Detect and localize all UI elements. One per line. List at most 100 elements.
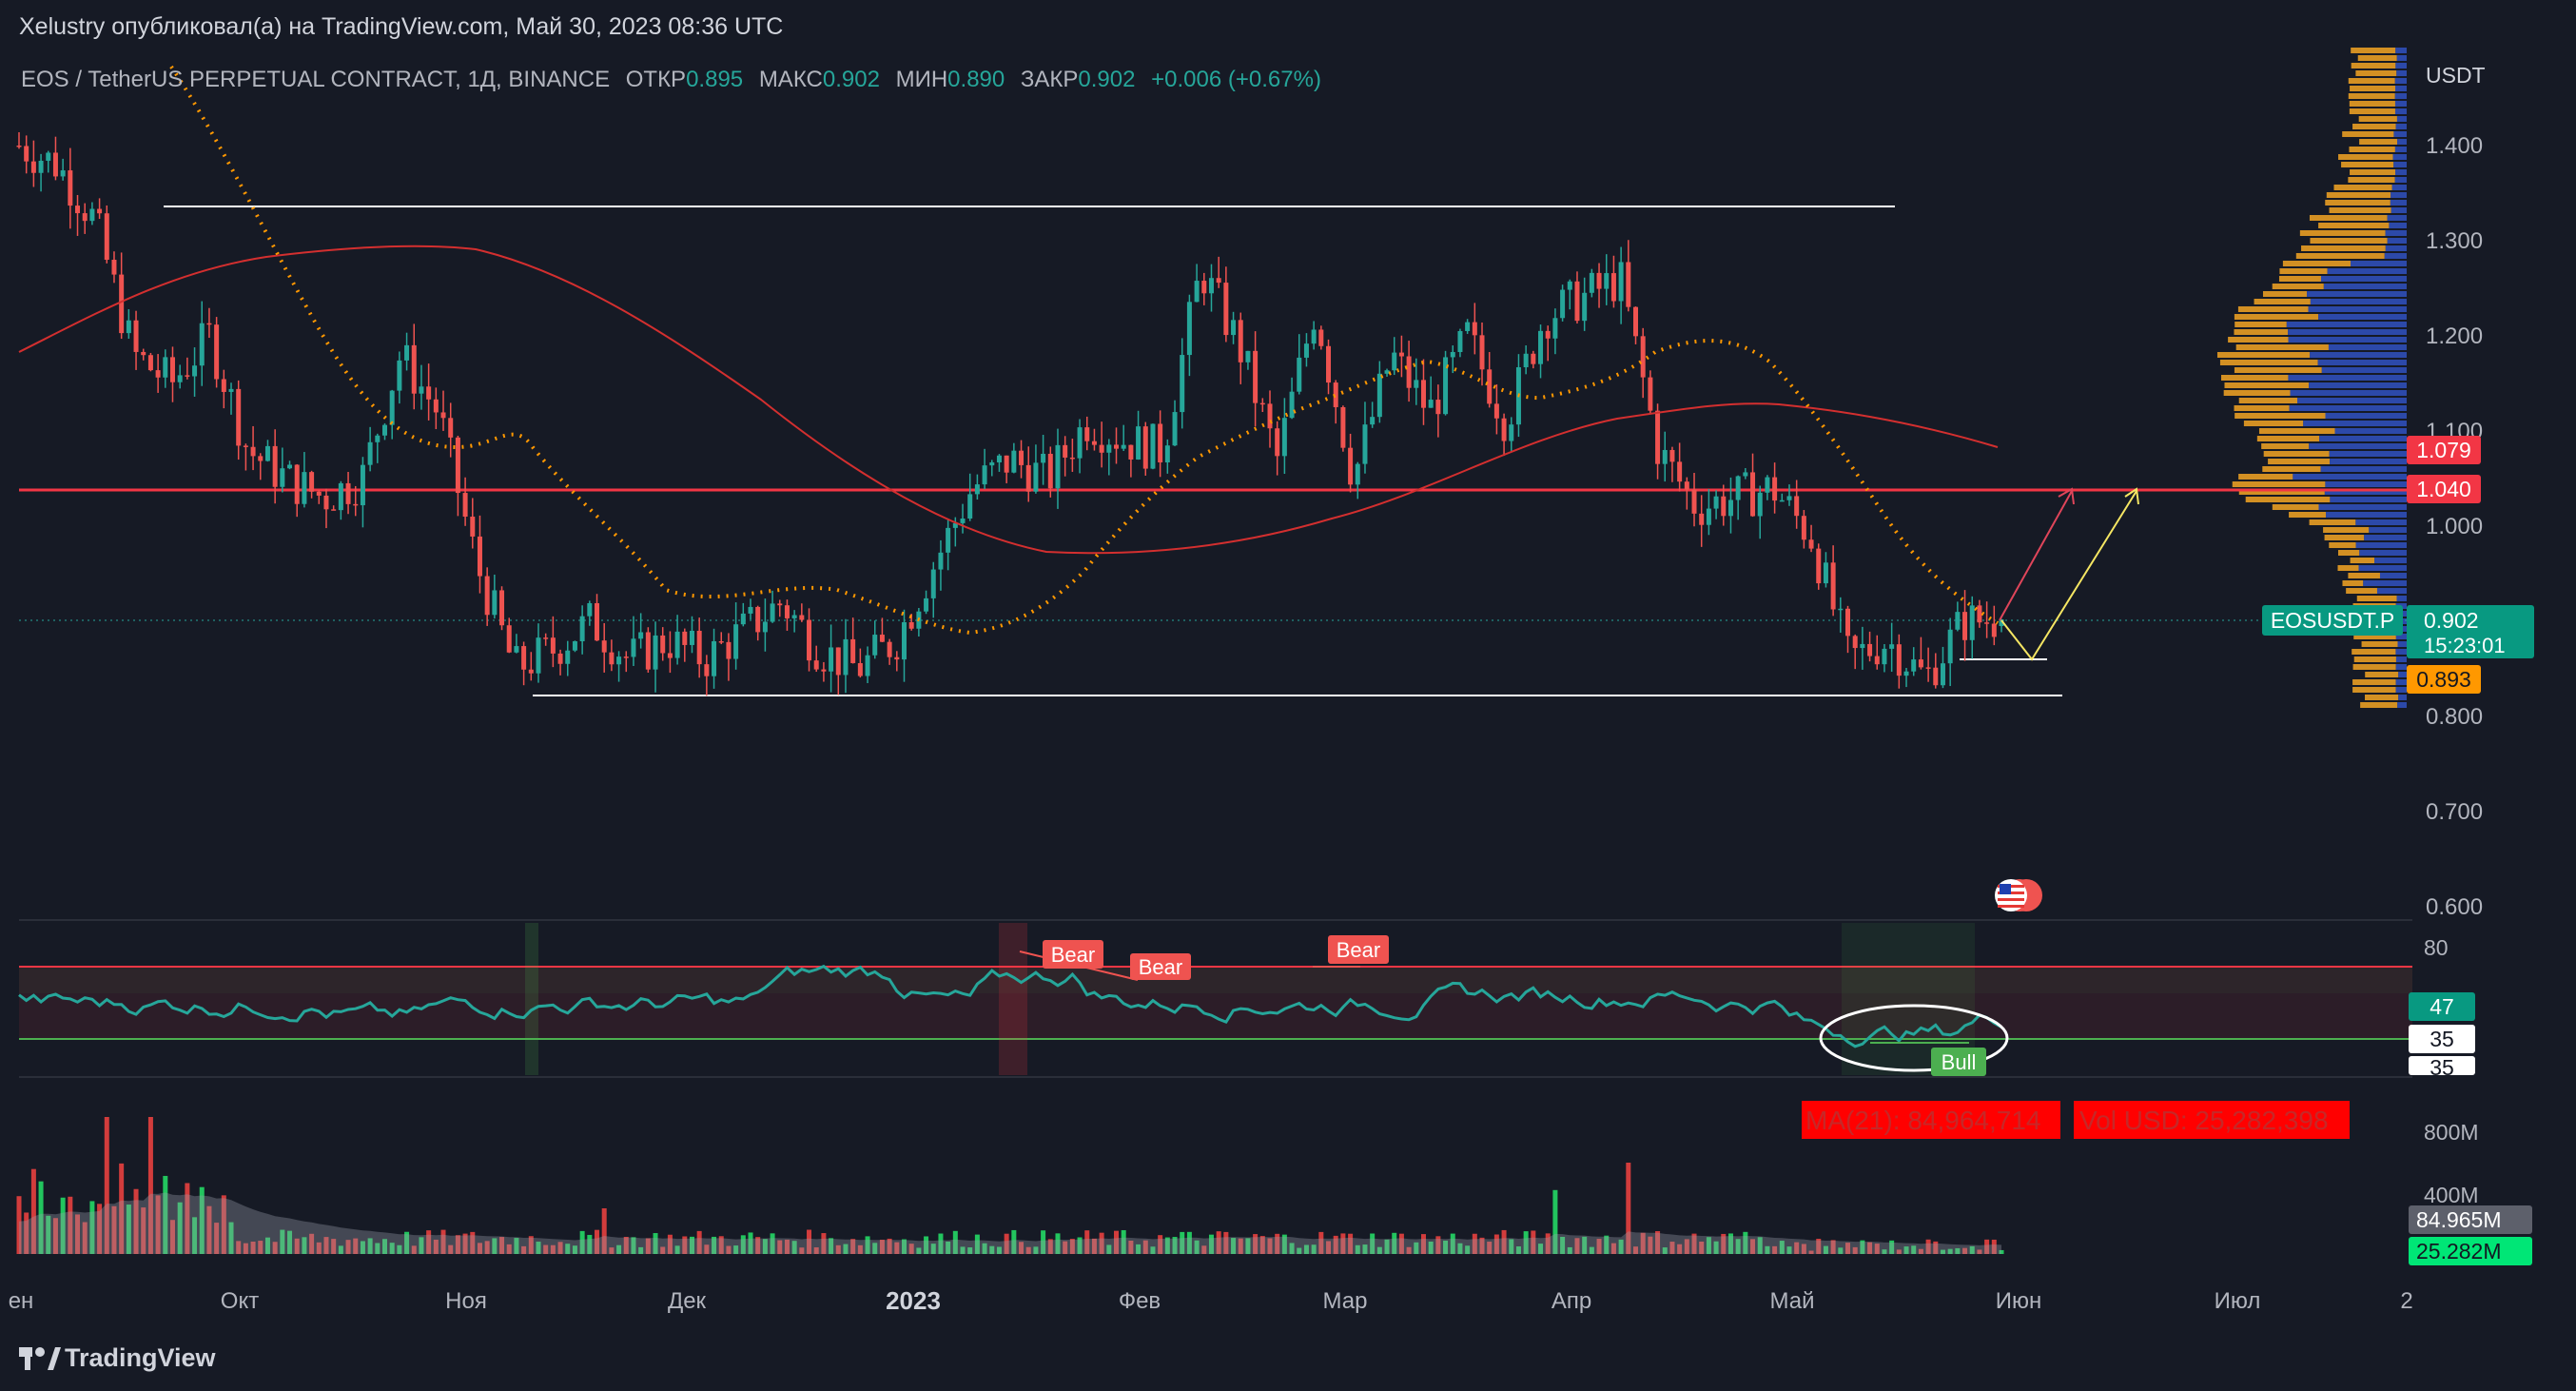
volume-bar [1311,1244,1317,1254]
vprofile-bar-orange [2358,116,2397,122]
volume-bar [967,1247,973,1254]
bull-tag[interactable] [1931,1048,1986,1076]
candle-body [1172,412,1178,446]
bear-tag-3[interactable] [1328,935,1389,964]
vprofile-bar-blue [2330,497,2407,502]
candle-body [1648,377,1653,411]
volume-bar [1933,1241,1939,1254]
candle-body [60,170,66,177]
vprofile-bar-blue [2394,93,2407,99]
vol-value-tag [2409,1237,2532,1265]
vprofile-bar-orange [2299,230,2386,236]
vprofile-bar-blue [2397,139,2407,145]
candle-body [1552,318,1558,339]
tradingview-logo-icon[interactable] [19,1347,61,1370]
candle-body [1808,539,1814,549]
candle-body [206,323,212,325]
candle-body [1414,380,1419,388]
projection-yellow [2000,490,2137,661]
volume-bar [1610,1243,1616,1254]
volume-bar [133,1188,139,1254]
vprofile-bar-orange [2350,86,2396,91]
symbol-legend[interactable]: EOS / TetherUS PERPETUAL CONTRACT, 1Д, B… [21,67,1321,93]
vprofile-bar-blue [2307,291,2407,297]
volume-bar [163,1175,168,1254]
candle-body [908,621,914,629]
candle-body [1903,671,1909,676]
volume-bar [1348,1233,1354,1254]
volume-bar [1392,1232,1397,1254]
volume-bar [1691,1233,1697,1254]
vprofile-bar-blue [2395,649,2407,655]
vprofile-bar-blue [2319,436,2407,441]
candle-body [477,536,482,577]
candle-body [1384,370,1390,374]
us-flag-icon[interactable] [1995,879,2042,911]
vprofile-bar-blue [2397,641,2407,647]
time-axis[interactable]: ен Окт Ноя Дек 2023 Фев Мар Апр Май Июн … [9,1286,2413,1315]
volume-bar [1121,1229,1126,1254]
vprofile-bar-orange [2353,634,2396,639]
volume-bar [155,1195,161,1254]
candle-body [1055,444,1061,489]
volume-bar [24,1212,29,1254]
vprofile-bar-blue [2392,154,2407,160]
volume-bar [1047,1239,1053,1254]
countdown-text: 15:23:01 [2424,634,2506,657]
projection-red [1999,490,2073,621]
volume-bar [514,1238,519,1254]
volume-bar [1238,1238,1243,1254]
volume-bar [924,1236,929,1254]
volume-bar [309,1233,315,1254]
vprofile-bar-orange [2352,664,2396,670]
candle-body [1180,355,1185,413]
candle-body [16,146,22,147]
price-axis-currency[interactable]: USDT [2426,63,2486,88]
price-tick: 1.400 [2426,133,2483,159]
vprofile-bar-orange [2234,314,2319,320]
volume-bar [982,1243,987,1254]
volume-bar [1830,1240,1836,1254]
projection-red-head [2058,487,2075,505]
volume-bar [360,1241,365,1254]
candle-body [345,482,351,504]
vprofile-bar-orange [2310,238,2388,244]
legend-symbol[interactable]: EOS / TetherUS PERPETUAL CONTRACT, 1Д, B… [21,67,611,92]
candle-body [484,576,490,616]
candle-body [192,365,198,377]
brand-name[interactable]: TradingView [65,1343,216,1372]
volume-bar [477,1243,482,1254]
vprofile-bar-blue [2369,527,2407,533]
time-tick-feb: Фев [1119,1288,1161,1314]
volume-bar [1303,1244,1309,1254]
vprofile-bar-orange [2337,550,2360,556]
candle-body [1392,352,1397,371]
volume-bar [1326,1241,1332,1254]
vprofile-bar-blue [2394,108,2407,114]
candle-body [1750,472,1756,517]
candle-body [1501,418,1507,441]
candle-body [1816,548,1822,584]
candle-body [1428,400,1434,408]
vprofile-bar-orange [2216,352,2311,358]
volume-bar [1677,1244,1683,1254]
candle-body [1158,423,1163,463]
volume-bar [704,1244,710,1254]
volume-bar [1069,1239,1075,1254]
bear-tag-2[interactable] [1130,953,1191,980]
candle-body [492,590,498,616]
candle-body [1691,489,1697,514]
vprofile-bar-orange [2352,687,2396,693]
volume-bar [1735,1239,1741,1254]
vol-value-text: 25.282M [2416,1239,2502,1264]
volume-bar [1019,1242,1025,1254]
bear-tag-1[interactable] [1043,940,1103,969]
candle-body [1303,343,1309,358]
volume-bar [1128,1240,1134,1254]
candle-body [367,441,373,465]
volume-bar [199,1186,205,1254]
candle-body [1077,427,1083,459]
volume-bar [1063,1241,1068,1254]
